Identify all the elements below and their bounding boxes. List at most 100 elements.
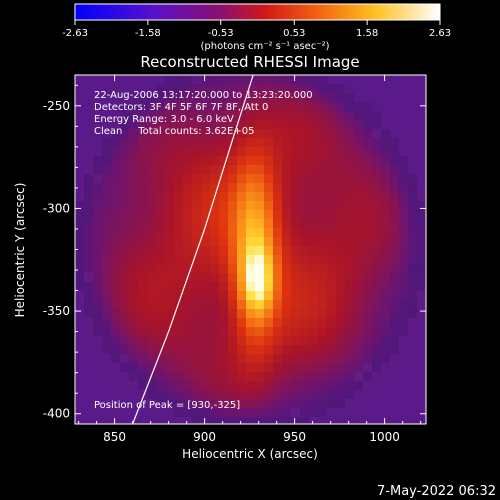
heatmap-cell <box>102 291 111 300</box>
heatmap-cell <box>210 183 219 192</box>
heatmap-cell <box>246 291 255 300</box>
heatmap-cell <box>120 300 129 309</box>
heatmap-cell <box>120 345 129 354</box>
heatmap-cell <box>165 201 174 210</box>
heatmap-cell <box>264 408 273 417</box>
heatmap-cell <box>300 273 309 282</box>
heatmap-cell <box>390 327 399 336</box>
heatmap-cell <box>84 219 93 228</box>
heatmap-cell <box>309 111 318 120</box>
heatmap-cell <box>219 156 228 165</box>
heatmap-cell <box>381 264 390 273</box>
heatmap-cell <box>111 138 120 147</box>
heatmap-cell <box>336 399 345 408</box>
heatmap-cell <box>327 111 336 120</box>
heatmap-cell <box>156 318 165 327</box>
heatmap-cell <box>201 318 210 327</box>
heatmap-cell <box>282 246 291 255</box>
heatmap-cell <box>327 102 336 111</box>
heatmap-cell <box>381 192 390 201</box>
heatmap-cell <box>228 246 237 255</box>
heatmap-cell <box>192 156 201 165</box>
heatmap-cell <box>264 309 273 318</box>
heatmap-cell <box>138 300 147 309</box>
heatmap-cell <box>210 399 219 408</box>
heatmap-cell <box>237 273 246 282</box>
heatmap-cell <box>165 255 174 264</box>
heatmap-cell <box>174 102 183 111</box>
heatmap-cell <box>210 273 219 282</box>
heatmap-cell <box>219 102 228 111</box>
heatmap-cell <box>120 291 129 300</box>
heatmap-cell <box>300 345 309 354</box>
heatmap-cell <box>210 327 219 336</box>
heatmap-cell <box>399 174 408 183</box>
x-tick-label: 950 <box>283 430 306 444</box>
heatmap-cell <box>228 102 237 111</box>
heatmap-cell <box>84 282 93 291</box>
heatmap-cell <box>174 390 183 399</box>
heatmap-cell <box>165 84 174 93</box>
heatmap-cell <box>192 111 201 120</box>
heatmap-cell <box>273 399 282 408</box>
heatmap-cell <box>84 228 93 237</box>
heatmap-cell <box>246 192 255 201</box>
heatmap-cell <box>165 147 174 156</box>
heatmap-cell <box>219 93 228 102</box>
heatmap-cell <box>255 354 264 363</box>
heatmap-cell <box>264 372 273 381</box>
colorbar-tick-label: 1.58 <box>356 28 378 39</box>
heatmap-cell <box>138 228 147 237</box>
heatmap-cell <box>210 246 219 255</box>
heatmap-cell <box>93 165 102 174</box>
heatmap-cell <box>210 318 219 327</box>
heatmap-cell <box>129 183 138 192</box>
heatmap-cell <box>138 363 147 372</box>
heatmap-cell <box>336 165 345 174</box>
heatmap-cell <box>318 165 327 174</box>
heatmap-cell <box>336 120 345 129</box>
heatmap-cell <box>201 354 210 363</box>
heatmap-cell <box>174 309 183 318</box>
heatmap-cell <box>237 264 246 273</box>
peak-position-label: Position of Peak = [930,-325] <box>94 400 240 411</box>
heatmap-cell <box>264 399 273 408</box>
heatmap-cell <box>318 111 327 120</box>
heatmap-cell <box>363 372 372 381</box>
heatmap-cell <box>318 264 327 273</box>
heatmap-cell <box>264 84 273 93</box>
heatmap-cell <box>399 291 408 300</box>
heatmap-cell <box>201 156 210 165</box>
heatmap-cell <box>408 192 417 201</box>
heatmap-cell <box>237 84 246 93</box>
heatmap-cell <box>120 282 129 291</box>
heatmap-cell <box>291 291 300 300</box>
heatmap-cell <box>282 408 291 417</box>
heatmap-cell <box>336 372 345 381</box>
heatmap-cell <box>201 129 210 138</box>
heatmap-cell <box>309 192 318 201</box>
heatmap-cell <box>255 129 264 138</box>
heatmap-cell <box>246 201 255 210</box>
heatmap-cell <box>291 138 300 147</box>
heatmap-cell <box>246 165 255 174</box>
heatmap-cell <box>300 390 309 399</box>
heatmap-cell <box>246 138 255 147</box>
heatmap-cell <box>111 156 120 165</box>
heatmap-cell <box>210 165 219 174</box>
heatmap-cell <box>291 201 300 210</box>
heatmap-cell <box>255 264 264 273</box>
heatmap-cell <box>111 129 120 138</box>
heatmap-cell <box>282 309 291 318</box>
heatmap-cell <box>156 93 165 102</box>
heatmap-cell <box>417 273 426 282</box>
heatmap-cell <box>399 282 408 291</box>
heatmap-cell <box>327 192 336 201</box>
axis-ticks: 850 900 950 1000 -250 -300 -350 -400 <box>43 75 426 444</box>
heatmap-cell <box>165 381 174 390</box>
heatmap-cell <box>354 219 363 228</box>
x-tick-label: 900 <box>193 430 216 444</box>
heatmap-cell <box>300 327 309 336</box>
heatmap-cell <box>165 75 174 84</box>
